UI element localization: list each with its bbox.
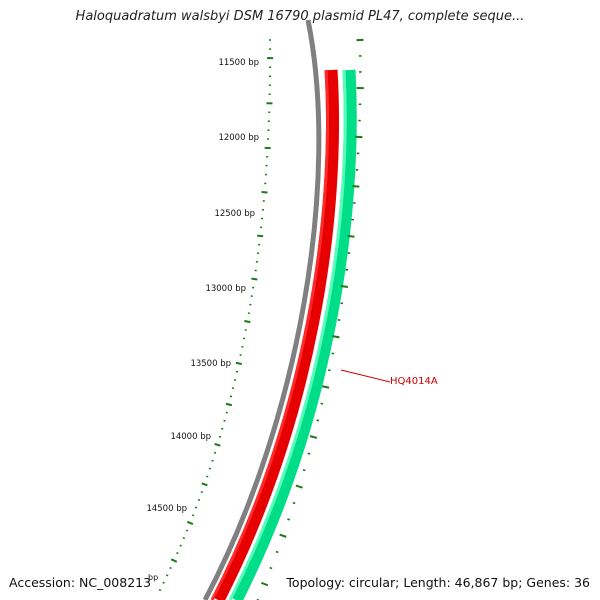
outer-tick	[279, 533, 287, 538]
outer-tick	[309, 435, 318, 439]
ruler-ticks	[158, 39, 274, 592]
outer-tick-marks	[256, 38, 364, 600]
ruler-tick	[197, 498, 201, 501]
outer-tick	[340, 284, 349, 288]
ruler-tick	[213, 451, 217, 454]
genome-summary-text: Topology: circular; Length: 46,867 bp; G…	[286, 575, 590, 590]
ruler-tick	[165, 574, 169, 577]
outer-tick	[295, 484, 303, 489]
forward-strand-track	[228, 69, 357, 600]
outer-tick	[320, 402, 324, 405]
ruler-label: 13000 bp	[205, 284, 246, 294]
ruler-tick	[200, 491, 203, 494]
outer-tick	[260, 581, 269, 587]
ruler-tick	[211, 459, 214, 462]
outer-tick	[327, 369, 331, 372]
ruler-tick	[182, 537, 186, 540]
ruler-tick	[221, 427, 224, 430]
outer-tick	[332, 335, 340, 339]
ruler-label: 14000 bp	[170, 432, 211, 442]
outer-tick	[302, 469, 306, 472]
ruler-tick	[223, 419, 226, 422]
ruler-tick	[170, 558, 178, 563]
outer-tick	[316, 419, 320, 422]
ruler-tick	[225, 411, 228, 414]
ruler-labels: 11500 bp 12000 bp 12500 bp 13000 bp 13500 bp…	[146, 58, 259, 582]
ruler-tick	[251, 277, 258, 281]
ruler-tick	[162, 581, 165, 584]
outer-tick	[292, 501, 296, 505]
ruler-label: 14500 bp	[146, 504, 187, 514]
ruler-tick	[185, 529, 189, 532]
ruler-tick	[158, 588, 162, 592]
ruler-tick	[225, 402, 233, 407]
outer-tick	[287, 518, 291, 521]
ruler-tick	[214, 443, 221, 447]
ruler-tick	[244, 320, 251, 324]
ruler-tick	[208, 467, 212, 470]
outer-tick	[269, 566, 273, 570]
outer-tick	[322, 385, 330, 389]
ruler-tick	[194, 506, 198, 509]
accession-text: Accession: NC_008213	[9, 575, 152, 590]
ruler-tick	[201, 482, 208, 487]
ruler-tick	[179, 544, 182, 547]
outer-tick	[352, 185, 360, 188]
reverse-strand-track	[210, 69, 340, 600]
backbone-arc	[202, 19, 322, 600]
ruler-tick	[191, 514, 195, 517]
ruler-label-clipped: bp	[148, 573, 158, 582]
ruler-tick	[261, 190, 268, 194]
outer-tick	[347, 234, 355, 238]
map-title: Haloquadratum walsbyi DSM 16790 plasmid …	[75, 9, 525, 24]
ruler-label: 11500 bp	[218, 58, 259, 68]
feature-leader-line	[340, 369, 391, 383]
ruler-tick	[257, 234, 264, 238]
outer-tick	[307, 452, 311, 455]
ruler-tick	[235, 361, 242, 366]
ruler-label: 12000 bp	[218, 133, 259, 143]
feature-label-hq4014a[interactable]: HQ4014A	[390, 376, 438, 387]
outer-tick	[275, 550, 279, 554]
ruler-tick	[169, 566, 172, 570]
ruler-tick	[186, 520, 194, 525]
ruler-tick	[218, 435, 222, 438]
ruler-tick	[176, 552, 179, 555]
ruler-label: 12500 bp	[214, 209, 255, 219]
ruler-label: 13500 bp	[190, 359, 231, 369]
ruler-tick	[206, 475, 209, 478]
